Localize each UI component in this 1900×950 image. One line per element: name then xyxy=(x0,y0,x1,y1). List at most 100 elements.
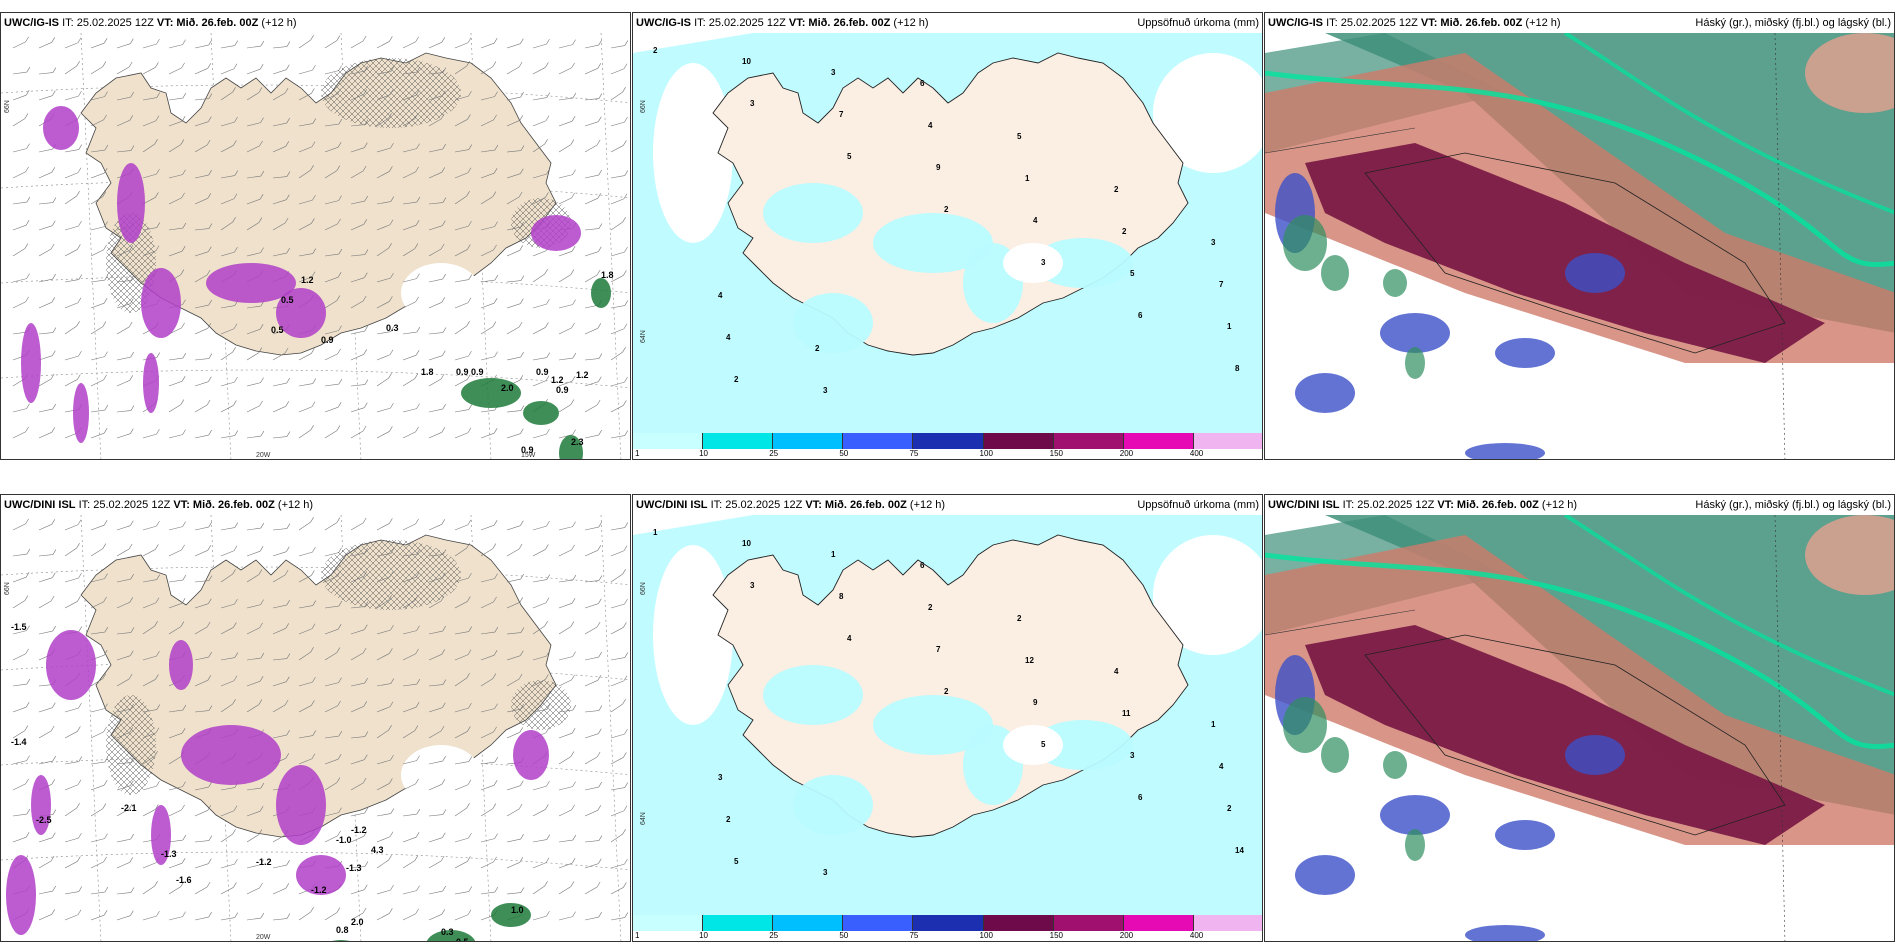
wind-barb xyxy=(298,705,312,713)
wind-barb-flag xyxy=(130,910,134,916)
wind-barb-flag xyxy=(598,705,603,711)
wind-barb xyxy=(142,67,156,75)
wind-barb xyxy=(272,69,287,75)
wind-barb-flag xyxy=(623,675,628,681)
wind-barb-flag xyxy=(520,405,525,411)
wind-barb xyxy=(12,813,27,817)
wind-barb-flag xyxy=(546,38,550,45)
wind-barb-flag xyxy=(467,244,471,250)
wind-barb xyxy=(350,866,365,869)
wind-barb xyxy=(506,678,520,687)
wind-barb xyxy=(168,97,183,101)
wind-barb-flag xyxy=(390,142,394,149)
precip-value-label: 6 xyxy=(920,561,925,570)
low-cloud-core xyxy=(1305,625,1825,845)
wind-barb xyxy=(12,600,26,609)
wind-barb-flag xyxy=(258,347,263,353)
wind-barb-flag xyxy=(182,429,186,435)
wind-barb xyxy=(584,434,599,439)
precip-value-label: 7 xyxy=(936,645,941,654)
wind-barb xyxy=(558,144,572,153)
wind-barb xyxy=(376,331,391,335)
wind-barb xyxy=(480,808,494,817)
wind-barb-flag xyxy=(103,910,108,916)
wind-barb-flag xyxy=(51,297,56,303)
wind-barb-flag xyxy=(546,650,550,657)
temperature-label: -2.1 xyxy=(121,803,137,813)
wind-barb xyxy=(480,708,495,713)
wind-barb xyxy=(428,860,442,869)
wind-barb xyxy=(376,729,389,739)
wind-barb-flag xyxy=(128,61,133,68)
wind-barb xyxy=(194,274,208,283)
wind-barb xyxy=(246,704,260,713)
wind-barb-flag xyxy=(338,378,343,385)
precip-value-label: 6 xyxy=(1138,311,1143,320)
wind-barb xyxy=(298,169,311,179)
wind-barb-flag xyxy=(416,548,421,555)
wind-barb-flag xyxy=(52,403,56,410)
wind-barb xyxy=(610,305,625,309)
wind-barb-flag xyxy=(520,275,525,281)
colorbar-swatch xyxy=(983,915,1054,931)
cloud-edge-patch xyxy=(1283,697,1327,753)
wind-barb xyxy=(90,172,105,179)
wind-barb-flag xyxy=(442,220,446,226)
wind-barb xyxy=(454,677,467,687)
wind-barb xyxy=(64,95,79,101)
wind-barb xyxy=(350,300,364,309)
wind-barb-flag xyxy=(182,39,186,45)
wind-barb-flag xyxy=(492,61,497,67)
wind-barb-flag xyxy=(572,39,576,45)
precip-value-label: 1 xyxy=(653,528,658,537)
wind-barb-flag xyxy=(130,275,135,281)
wind-barb xyxy=(480,578,495,583)
colorbar-tick-label: 150 xyxy=(1049,449,1064,458)
wind-barb xyxy=(38,890,53,895)
wind-barb-flag xyxy=(336,777,341,783)
wind-barb-flag xyxy=(104,144,109,151)
wind-barb xyxy=(558,174,573,179)
wind-barb-flag xyxy=(520,351,524,358)
wind-barb-flag xyxy=(76,321,80,327)
wind-barb-flag xyxy=(624,782,629,788)
precip-value-label: 10 xyxy=(742,539,751,548)
wind-barb-flag xyxy=(544,881,548,887)
wind-barb xyxy=(324,70,339,75)
wind-barb-flag xyxy=(442,625,446,632)
wind-barb-flag xyxy=(416,326,421,333)
wind-barb-flag xyxy=(180,621,185,627)
wind-barb xyxy=(350,254,365,257)
wind-barb xyxy=(116,785,131,791)
wind-barb-flag xyxy=(260,247,264,253)
wind-barb xyxy=(194,840,209,843)
wind-barb-flag xyxy=(182,222,187,229)
wind-barb xyxy=(376,71,391,75)
wind-barb-flag xyxy=(234,170,239,176)
cloud-contour xyxy=(1265,70,1894,267)
wind-barb-flag xyxy=(103,244,107,251)
wind-barb-flag xyxy=(26,808,31,815)
wind-barb xyxy=(350,736,365,739)
wind-barb xyxy=(272,658,287,661)
wind-barb-flag xyxy=(624,598,628,605)
colorbar-tick-label: 100 xyxy=(979,931,993,940)
precip-value-label: 12 xyxy=(1025,656,1034,665)
wind-barb xyxy=(116,433,131,439)
wind-barb-flag xyxy=(364,754,368,760)
wind-barb xyxy=(246,864,261,869)
wind-barb-flag xyxy=(154,751,158,757)
wind-barb xyxy=(428,332,443,335)
wind-barb-flag xyxy=(492,321,497,327)
wind-barb-flag xyxy=(623,882,627,888)
wind-barb-flag xyxy=(104,703,108,709)
wind-barb xyxy=(194,328,208,335)
wind-barb xyxy=(168,380,183,387)
wind-barb-flag xyxy=(389,166,393,172)
precip-inland xyxy=(873,213,993,273)
wind-barb xyxy=(350,430,364,439)
wind-barb-flag xyxy=(284,217,289,224)
wind-barb-flag xyxy=(571,804,575,811)
wind-barb xyxy=(532,120,547,127)
